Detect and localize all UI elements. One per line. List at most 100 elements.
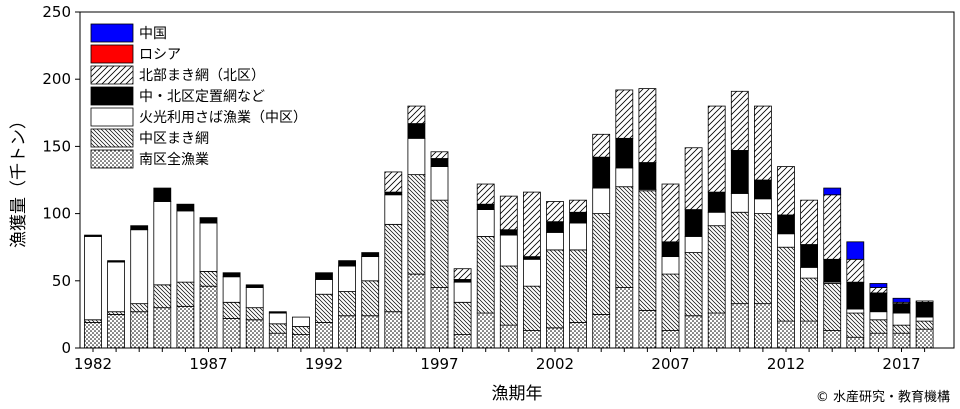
bar-segment — [823, 258, 842, 283]
bar-segment — [499, 229, 518, 236]
bar-segment — [661, 241, 680, 258]
x-tick-label: 2007 — [651, 355, 689, 373]
bar-segment — [453, 301, 472, 335]
legend-label: 中国 — [139, 26, 167, 42]
bar-segment — [892, 324, 911, 334]
bar-segment — [107, 260, 125, 263]
bar-segment — [176, 305, 195, 349]
y-tick-label: 100 — [42, 205, 71, 223]
bar-segment — [476, 183, 495, 205]
bar-segment — [453, 334, 472, 349]
bar-segment — [546, 327, 564, 349]
bar-segment — [315, 279, 333, 295]
bar-segment — [430, 199, 449, 288]
bar-segment — [754, 105, 772, 181]
bar-segment — [707, 225, 726, 314]
x-tick-label: 2017 — [882, 355, 920, 373]
bar-segment — [84, 236, 102, 321]
bar-segment — [569, 211, 587, 224]
legend-swatch — [90, 86, 134, 106]
bar-segment — [222, 276, 241, 303]
x-tick-label: 1997 — [420, 355, 458, 373]
bar-segment — [569, 322, 587, 349]
bar-segment — [777, 246, 795, 322]
legend-swatch — [90, 44, 134, 64]
bar-segment — [915, 301, 934, 318]
bar-segment — [153, 307, 172, 349]
bar-segment — [476, 209, 495, 237]
bar-segment — [592, 187, 611, 214]
bar-segment — [869, 332, 888, 349]
bar-segment — [523, 330, 541, 349]
bar-segment — [684, 315, 703, 349]
bar-segment — [800, 266, 818, 279]
bar-segment — [730, 150, 749, 194]
legend-label: 中・北区定置網など — [139, 89, 265, 105]
bar-segment — [130, 303, 149, 313]
bar-segment — [546, 221, 564, 233]
bar-segment — [361, 315, 380, 349]
y-tick-label: 50 — [52, 272, 71, 290]
bar-segment — [615, 186, 634, 288]
bar-segment — [430, 158, 449, 167]
bar-segment — [615, 89, 634, 139]
y-tick-label: 0 — [61, 339, 71, 357]
bar-segment — [615, 167, 634, 188]
bar-segment — [615, 137, 634, 169]
bar-segment — [407, 174, 426, 275]
copyright-credit: © 水産研究・教育機構 — [816, 389, 950, 405]
bar-segment — [684, 147, 703, 210]
bar-segment — [869, 311, 888, 321]
bar-segment — [592, 213, 611, 315]
bar-segment — [892, 303, 911, 314]
bar-segment — [268, 311, 287, 314]
bar-segment — [499, 195, 518, 231]
bar-segment — [707, 105, 726, 193]
bar-segment — [361, 256, 380, 282]
legend-swatch — [90, 65, 134, 85]
bar-segment — [569, 249, 587, 323]
bar-segment — [199, 285, 218, 349]
x-axis-title: 漁期年 — [492, 384, 543, 404]
bar-stacks — [84, 88, 934, 349]
bar-segment — [684, 209, 703, 237]
bar-segment — [823, 187, 842, 196]
bar-segment — [245, 284, 264, 288]
bar-segment — [892, 332, 911, 349]
bar-segment — [754, 198, 772, 214]
legend-swatch — [90, 23, 134, 43]
bar-segment — [153, 187, 172, 202]
bar-segment — [730, 211, 749, 305]
bar-segment — [730, 303, 749, 349]
bar-segment — [661, 273, 680, 331]
bar-segment — [707, 211, 726, 227]
bar-segment — [384, 194, 403, 225]
bar-segment — [661, 330, 680, 349]
bar-segment — [499, 324, 518, 349]
bar-segment — [107, 313, 125, 349]
bar-segment — [569, 222, 587, 251]
x-tick-label: 1992 — [305, 355, 343, 373]
bar-segment — [407, 123, 426, 139]
legend-swatch — [90, 149, 134, 169]
bar-segment — [684, 252, 703, 317]
x-tick-labels: 1982 1987 1992 1997 2002 2007 2012 2017 — [74, 355, 921, 373]
y-tick-label: 150 — [42, 137, 71, 155]
bar-segment — [800, 277, 818, 322]
bar-segment — [777, 233, 795, 248]
bar-segment — [846, 336, 865, 349]
bar-segment — [823, 330, 842, 349]
bar-segment — [130, 311, 149, 349]
bar-segment — [546, 201, 564, 223]
bar-segment — [915, 300, 934, 303]
bar-segment — [84, 319, 102, 323]
bar-segment — [638, 190, 657, 311]
bar-segment — [84, 322, 102, 349]
bar-segment — [361, 280, 380, 317]
bar-segment — [638, 88, 657, 163]
bar-segment — [569, 199, 587, 213]
bar-segment — [407, 105, 426, 124]
bar-segment — [523, 256, 541, 260]
x-tick-label: 1987 — [189, 355, 227, 373]
bar-segment — [222, 272, 241, 278]
